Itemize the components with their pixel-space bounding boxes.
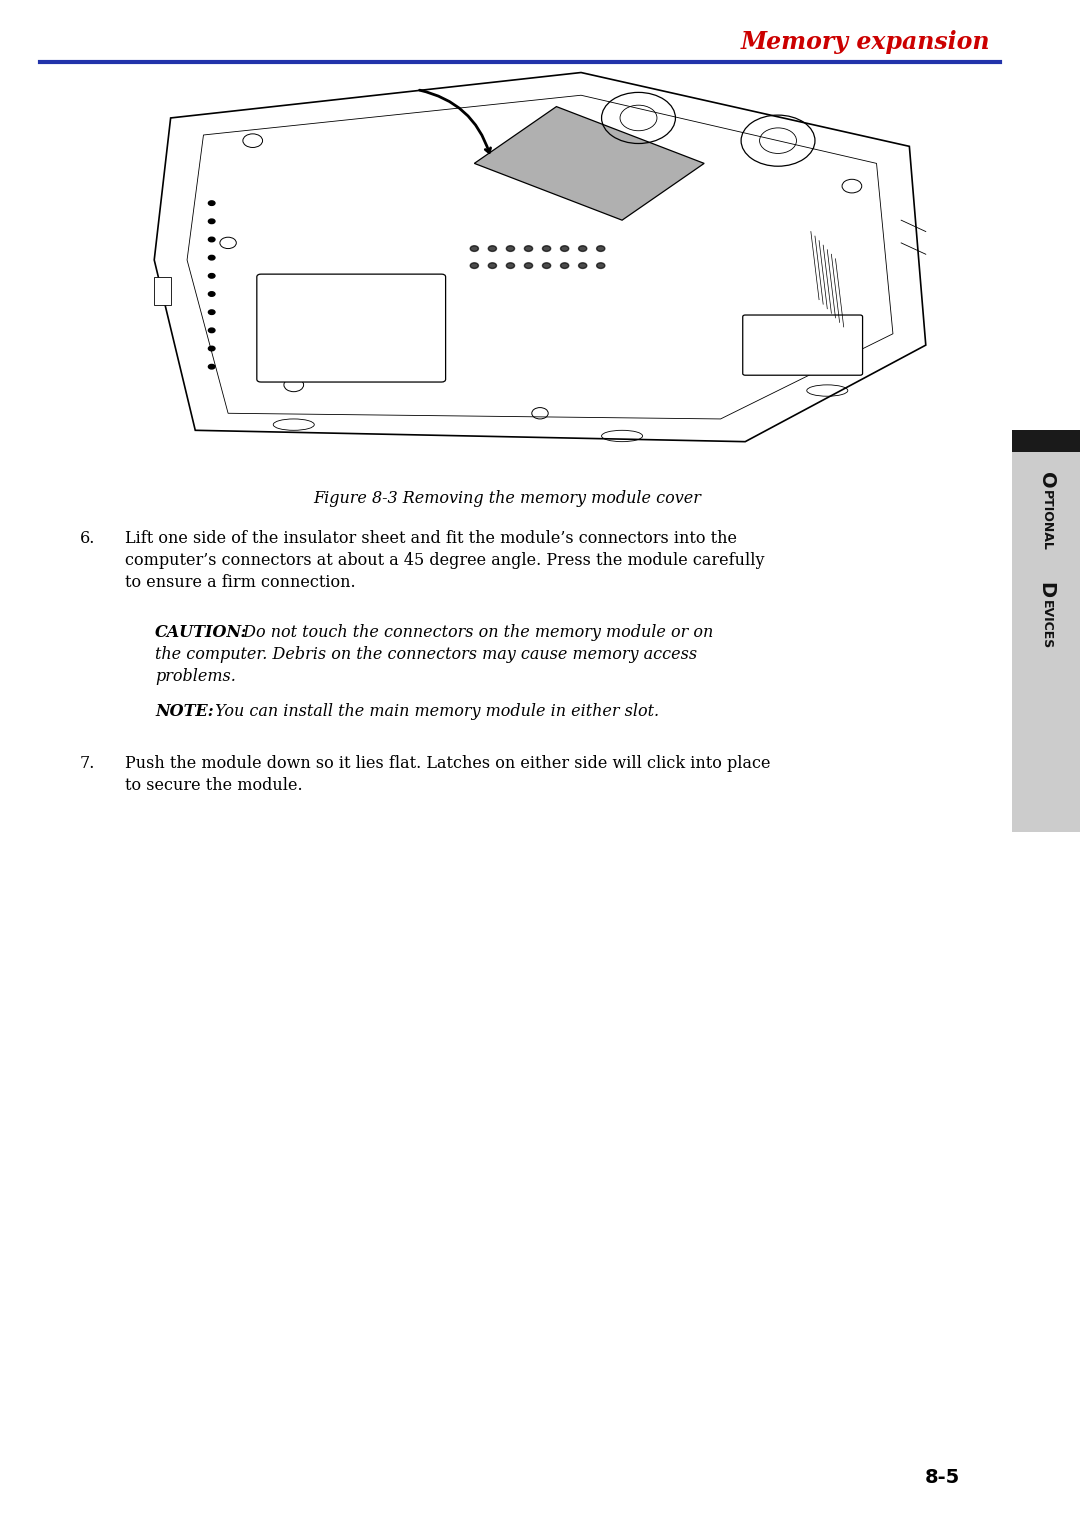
Circle shape: [579, 263, 586, 269]
Circle shape: [596, 263, 605, 269]
Text: Figure 8-3 Removing the memory module cover: Figure 8-3 Removing the memory module co…: [313, 489, 702, 508]
Circle shape: [579, 246, 586, 251]
Circle shape: [208, 346, 215, 350]
Circle shape: [208, 329, 215, 333]
Text: CAUTION:: CAUTION:: [156, 624, 247, 641]
Polygon shape: [154, 72, 926, 442]
Text: O: O: [1037, 472, 1055, 489]
FancyBboxPatch shape: [257, 274, 446, 382]
Circle shape: [208, 219, 215, 223]
Text: the computer. Debris on the connectors may cause memory access: the computer. Debris on the connectors m…: [156, 645, 697, 664]
Text: computer’s connectors at about a 45 degree angle. Press the module carefully: computer’s connectors at about a 45 degr…: [125, 552, 765, 569]
Circle shape: [208, 274, 215, 278]
FancyBboxPatch shape: [743, 315, 863, 375]
Circle shape: [470, 263, 478, 269]
Circle shape: [208, 292, 215, 297]
Circle shape: [561, 263, 569, 269]
Bar: [1012, 430, 1080, 453]
Polygon shape: [154, 277, 171, 306]
Text: EVICES: EVICES: [1039, 599, 1053, 650]
Circle shape: [208, 310, 215, 315]
Circle shape: [542, 246, 551, 251]
Circle shape: [208, 364, 215, 368]
Circle shape: [507, 263, 514, 269]
Text: PTIONAL: PTIONAL: [1039, 489, 1053, 550]
Text: Do not touch the connectors on the memory module or on: Do not touch the connectors on the memor…: [238, 624, 713, 641]
Text: 7.: 7.: [80, 755, 95, 772]
Bar: [1012, 453, 1080, 832]
FancyArrowPatch shape: [420, 90, 490, 153]
Circle shape: [525, 246, 532, 251]
Circle shape: [208, 255, 215, 260]
Circle shape: [488, 263, 497, 269]
Circle shape: [470, 246, 478, 251]
Text: problems.: problems.: [156, 668, 235, 685]
Text: to ensure a firm connection.: to ensure a firm connection.: [125, 573, 355, 592]
Circle shape: [507, 246, 514, 251]
Polygon shape: [474, 107, 704, 220]
Circle shape: [561, 246, 569, 251]
Text: NOTE:: NOTE:: [156, 703, 214, 720]
Circle shape: [525, 263, 532, 269]
Text: Lift one side of the insulator sheet and fit the module’s connectors into the: Lift one side of the insulator sheet and…: [125, 531, 737, 547]
Circle shape: [208, 200, 215, 205]
Circle shape: [542, 263, 551, 269]
Text: 6.: 6.: [80, 531, 95, 547]
Circle shape: [596, 246, 605, 251]
Text: 8-5: 8-5: [924, 1468, 960, 1488]
Text: Memory expansion: Memory expansion: [741, 31, 990, 54]
Text: D: D: [1037, 583, 1055, 598]
Circle shape: [208, 237, 215, 242]
Text: to secure the module.: to secure the module.: [125, 777, 302, 794]
Text: Push the module down so it lies flat. Latches on either side will click into pla: Push the module down so it lies flat. La…: [125, 755, 770, 772]
Text: You can install the main memory module in either slot.: You can install the main memory module i…: [210, 703, 659, 720]
Circle shape: [488, 246, 497, 251]
